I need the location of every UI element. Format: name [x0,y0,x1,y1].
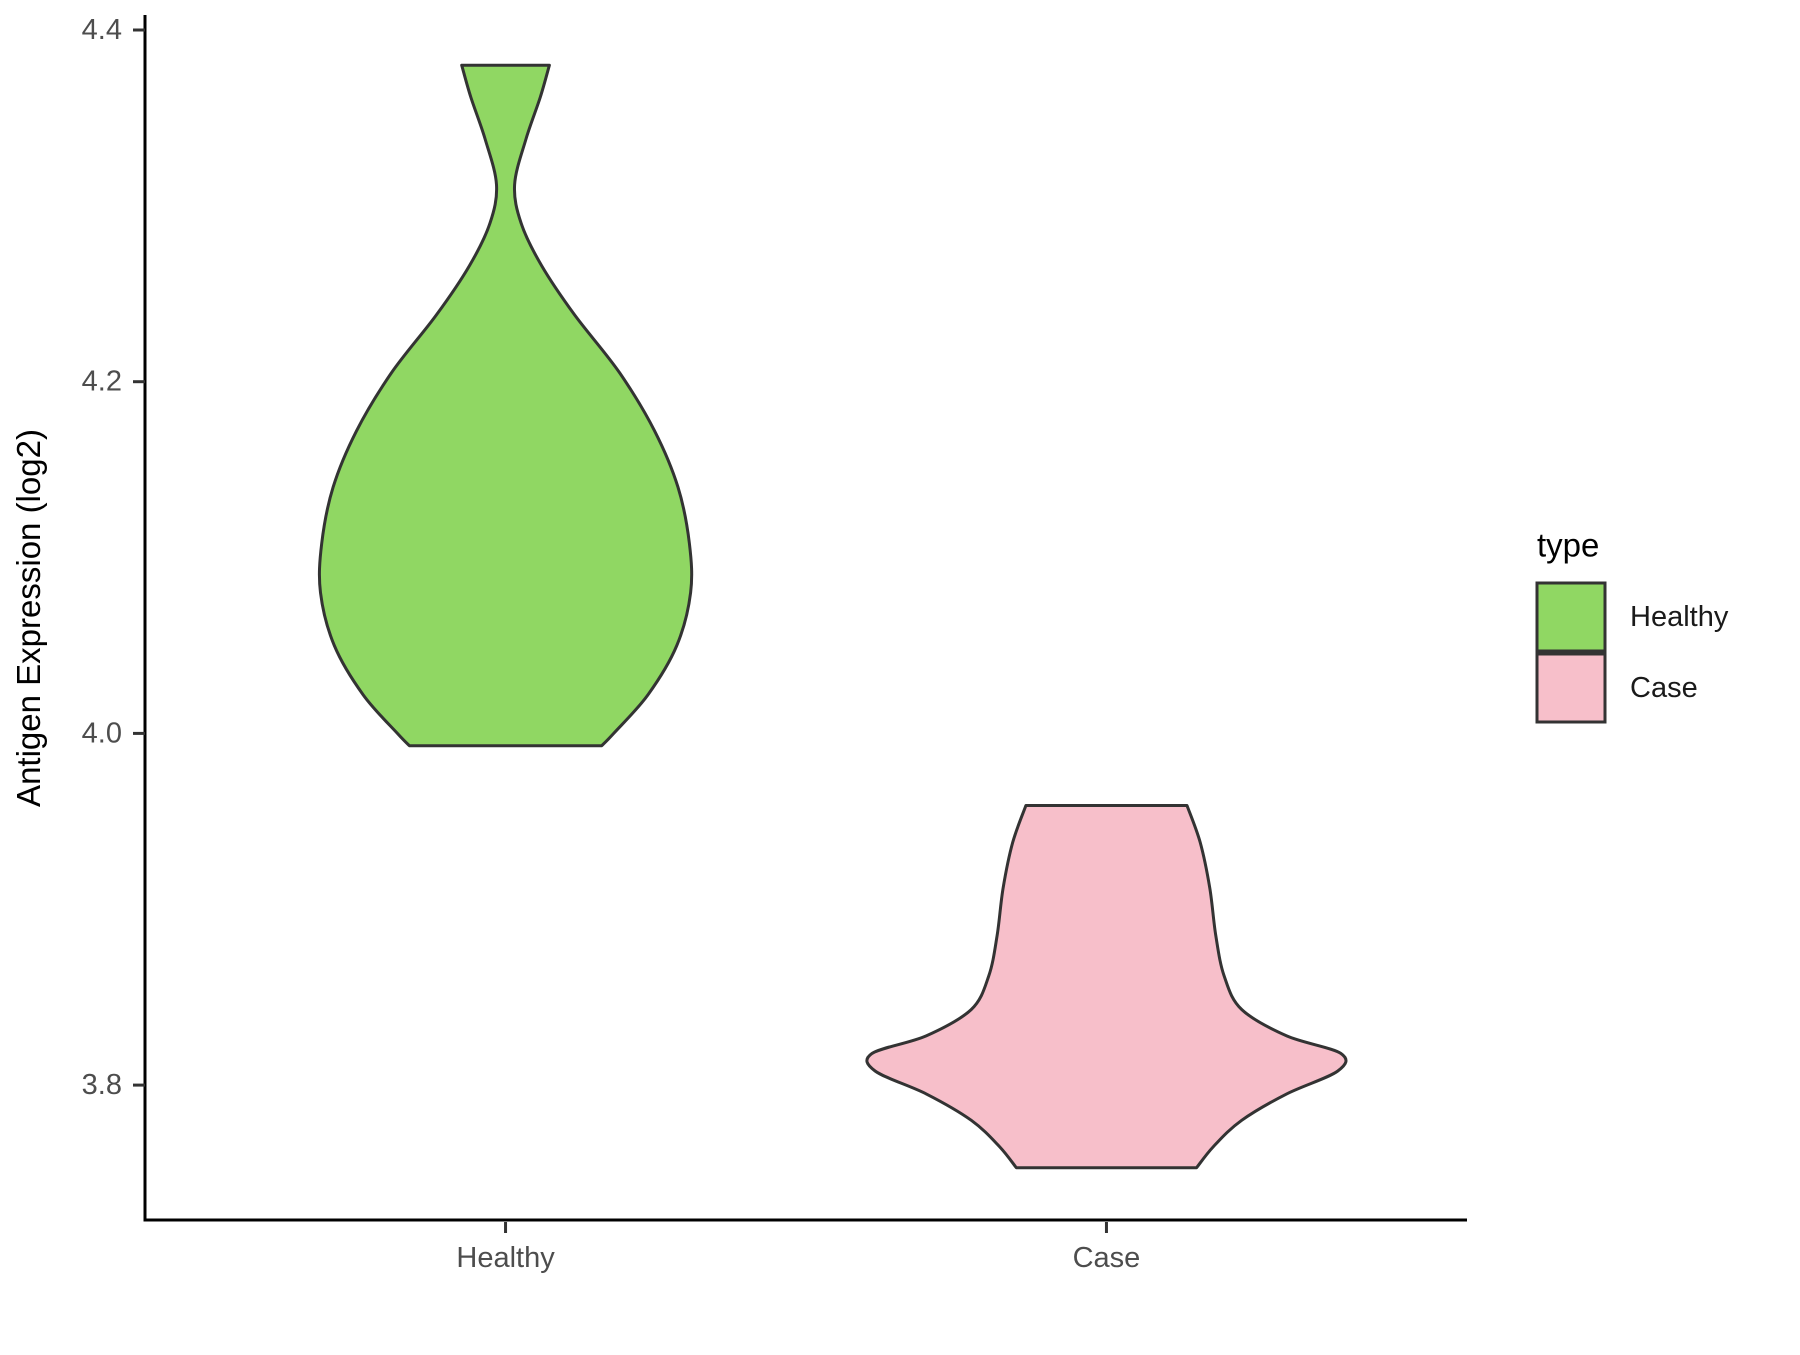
legend-title: type [1537,527,1599,564]
x-ticks [504,1222,1108,1233]
x-tick-labels: Healthy Case [456,1242,1140,1274]
y-axis-title: Antigen Expression (log2) [10,429,47,807]
x-tick-label: Case [1073,1242,1141,1274]
x-tick-label: Healthy [456,1242,555,1274]
y-ticks [133,28,145,1087]
legend-entries: Healthy Case [1535,581,1729,724]
legend-swatch-case [1535,652,1607,724]
y-tick-label: 3.8 [82,1069,122,1101]
legend-label-healthy: Healthy [1630,601,1729,633]
legend: type Healthy Case [1535,527,1729,724]
y-tick-label: 4.2 [82,366,122,398]
violin-healthy [317,63,694,748]
legend-swatch-healthy [1535,581,1607,653]
y-tick-labels: 4.4 4.2 4.0 3.8 [82,14,122,1101]
legend-label-case: Case [1630,672,1698,704]
violins [317,63,1348,1170]
y-tick-label: 4.4 [82,14,122,46]
y-tick-label: 4.0 [82,717,122,749]
violin-case [865,804,1348,1170]
